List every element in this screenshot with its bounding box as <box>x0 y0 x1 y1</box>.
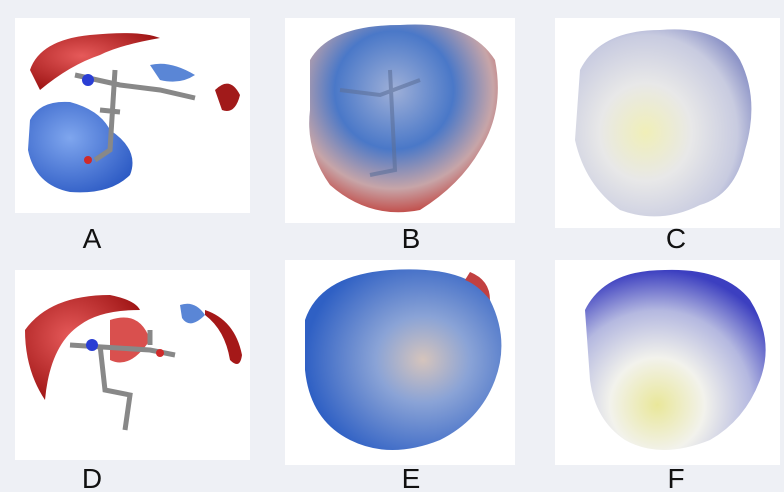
figure: A B C D E F <box>0 0 784 492</box>
panel-label: E <box>402 463 421 492</box>
panel-c-image <box>575 29 751 216</box>
panel-label: A <box>83 223 102 254</box>
panel-label: D <box>82 463 102 492</box>
panel-label: C <box>666 223 686 254</box>
panel-label: F <box>667 463 684 492</box>
panel-label: B <box>402 223 421 254</box>
